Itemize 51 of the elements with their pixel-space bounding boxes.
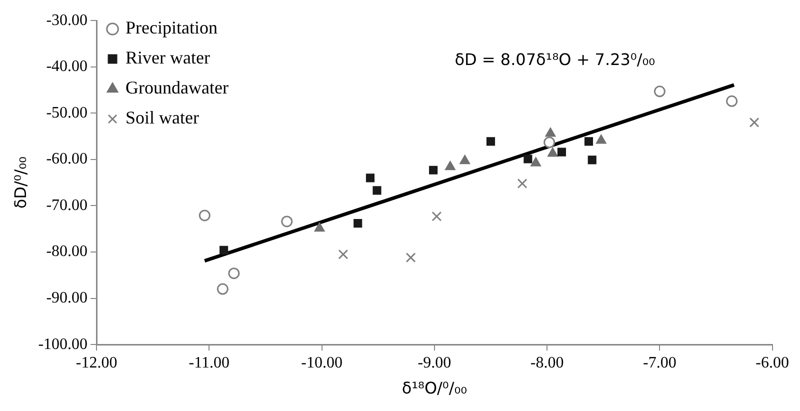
legend-label: Soil water bbox=[126, 108, 200, 128]
point bbox=[584, 137, 594, 146]
x-tick-label: -12.00 bbox=[76, 354, 118, 372]
point bbox=[366, 174, 375, 182]
point bbox=[314, 222, 325, 232]
point bbox=[281, 216, 293, 228]
point bbox=[406, 252, 416, 263]
y-tick-label: -90.00 bbox=[46, 290, 88, 307]
point bbox=[588, 156, 596, 164]
y-tick-label: -70.00 bbox=[46, 196, 88, 214]
point bbox=[460, 155, 470, 164]
point bbox=[530, 157, 541, 166]
point bbox=[654, 86, 666, 98]
x-tick-label: -6.00 bbox=[756, 354, 789, 372]
point bbox=[545, 128, 556, 137]
annotation: δD = 8.07δ¹⁸O + 7.23⁰/₀₀ bbox=[454, 50, 656, 69]
point bbox=[557, 148, 566, 156]
point bbox=[432, 211, 442, 222]
point bbox=[524, 154, 532, 164]
point bbox=[749, 117, 760, 128]
point bbox=[220, 246, 228, 254]
point bbox=[486, 137, 496, 146]
point bbox=[429, 166, 438, 174]
point bbox=[354, 219, 362, 228]
x-axis-title: δ¹⁸O/⁰/₀₀ bbox=[402, 378, 468, 398]
x-tick-label: -11.00 bbox=[188, 354, 230, 372]
point bbox=[338, 249, 348, 260]
point bbox=[445, 161, 456, 170]
point bbox=[548, 148, 558, 157]
point bbox=[228, 268, 240, 280]
point bbox=[544, 136, 556, 148]
point bbox=[517, 178, 528, 189]
y-tick-label: -30.00 bbox=[46, 12, 88, 29]
point bbox=[596, 134, 606, 144]
legend-label: Precipitation bbox=[126, 18, 218, 38]
point bbox=[216, 283, 228, 295]
x-tick-label: -8.00 bbox=[530, 354, 564, 372]
legend-label: River water bbox=[126, 48, 210, 68]
y-tick-label: -100.00 bbox=[38, 336, 88, 353]
legend-label: Groundawater bbox=[126, 78, 228, 98]
y-tick-label: -80.00 bbox=[46, 243, 88, 260]
point bbox=[198, 210, 210, 222]
point bbox=[726, 95, 738, 107]
y-tick-label: -60.00 bbox=[46, 150, 88, 168]
y-axis-title: δD/⁰/₀₀ bbox=[10, 156, 30, 209]
x-tick-label: -9.00 bbox=[418, 354, 452, 372]
point bbox=[372, 186, 382, 195]
x-tick-label: -7.00 bbox=[643, 354, 676, 372]
y-tick-label: -40.00 bbox=[46, 58, 88, 76]
y-tick-label: -50.00 bbox=[46, 104, 88, 122]
x-tick-label: -10.00 bbox=[301, 354, 342, 372]
